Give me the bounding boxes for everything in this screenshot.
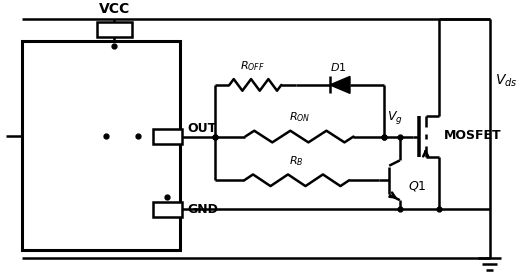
Text: $V_{ds}$: $V_{ds}$: [495, 73, 517, 89]
Text: $D1$: $D1$: [330, 61, 347, 73]
Text: OUT: OUT: [187, 122, 216, 135]
Text: Driver IC: Driver IC: [25, 223, 87, 236]
Text: $R_{ON}$: $R_{ON}$: [289, 110, 310, 124]
Text: GND: GND: [187, 203, 218, 216]
Text: $Q1$: $Q1$: [408, 178, 426, 192]
Bar: [97, 22, 131, 37]
Bar: [22, 41, 180, 251]
Bar: [153, 202, 182, 217]
Text: M2: M2: [141, 166, 161, 179]
Text: M1: M1: [141, 93, 161, 106]
Bar: [153, 129, 182, 144]
Text: VCC: VCC: [99, 2, 130, 16]
Text: $R_B$: $R_B$: [289, 155, 304, 168]
Polygon shape: [330, 76, 350, 94]
Text: $V_g$: $V_g$: [386, 109, 402, 126]
Text: $R_{OFF}$: $R_{OFF}$: [240, 59, 264, 73]
Text: MOSFET: MOSFET: [444, 129, 502, 142]
